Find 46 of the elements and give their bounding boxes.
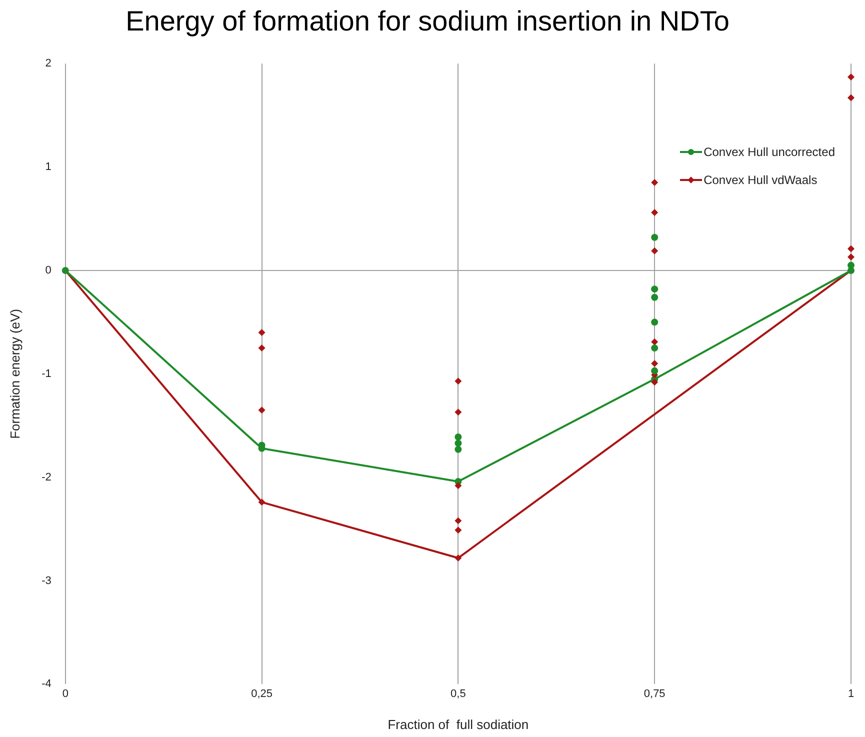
legend-label: Convex Hull vdWaals — [704, 173, 818, 187]
point — [848, 254, 854, 261]
point — [651, 209, 658, 216]
x-tick-label: 0,75 — [644, 688, 666, 700]
point — [258, 344, 266, 352]
point — [848, 262, 854, 269]
chart-title: Energy of formation for sodium insertion in NDTo — [126, 6, 730, 37]
point — [651, 247, 658, 254]
y-axis-title: Formation energy (eV) — [7, 308, 22, 439]
point — [651, 318, 658, 326]
x-tick-label: 1 — [848, 688, 854, 700]
x-tick-label: 0,5 — [450, 688, 466, 700]
point — [454, 554, 462, 562]
point — [651, 378, 658, 386]
x-tick-label: 0,25 — [251, 688, 272, 700]
point — [454, 440, 462, 447]
point — [651, 338, 658, 346]
y-tick-label: -3 — [42, 574, 52, 587]
x-axis-title: Fraction of full sodiation — [388, 716, 529, 732]
y-tick-label: 2 — [45, 58, 52, 70]
point — [454, 482, 462, 490]
point — [258, 329, 266, 336]
point — [848, 94, 854, 102]
point — [848, 74, 854, 81]
point — [454, 408, 462, 416]
y-tick-label: -1 — [42, 368, 52, 380]
point — [651, 294, 658, 301]
point — [454, 433, 462, 440]
point — [651, 344, 658, 352]
y-tick-label: 1 — [45, 161, 52, 174]
x-tick-label: 0 — [62, 688, 68, 700]
point — [848, 245, 854, 252]
y-tick-label: -4 — [42, 678, 52, 690]
point — [651, 286, 658, 293]
point — [454, 526, 462, 534]
legend-label: Convex Hull uncorrected — [704, 145, 835, 159]
point — [454, 378, 462, 385]
point — [651, 360, 658, 368]
point — [651, 234, 658, 241]
point — [454, 517, 462, 524]
point — [454, 446, 462, 453]
y-tick-label: -2 — [42, 471, 52, 484]
point — [258, 498, 266, 506]
point — [651, 179, 658, 186]
point — [258, 406, 266, 414]
y-tick-label: 0 — [45, 264, 52, 276]
